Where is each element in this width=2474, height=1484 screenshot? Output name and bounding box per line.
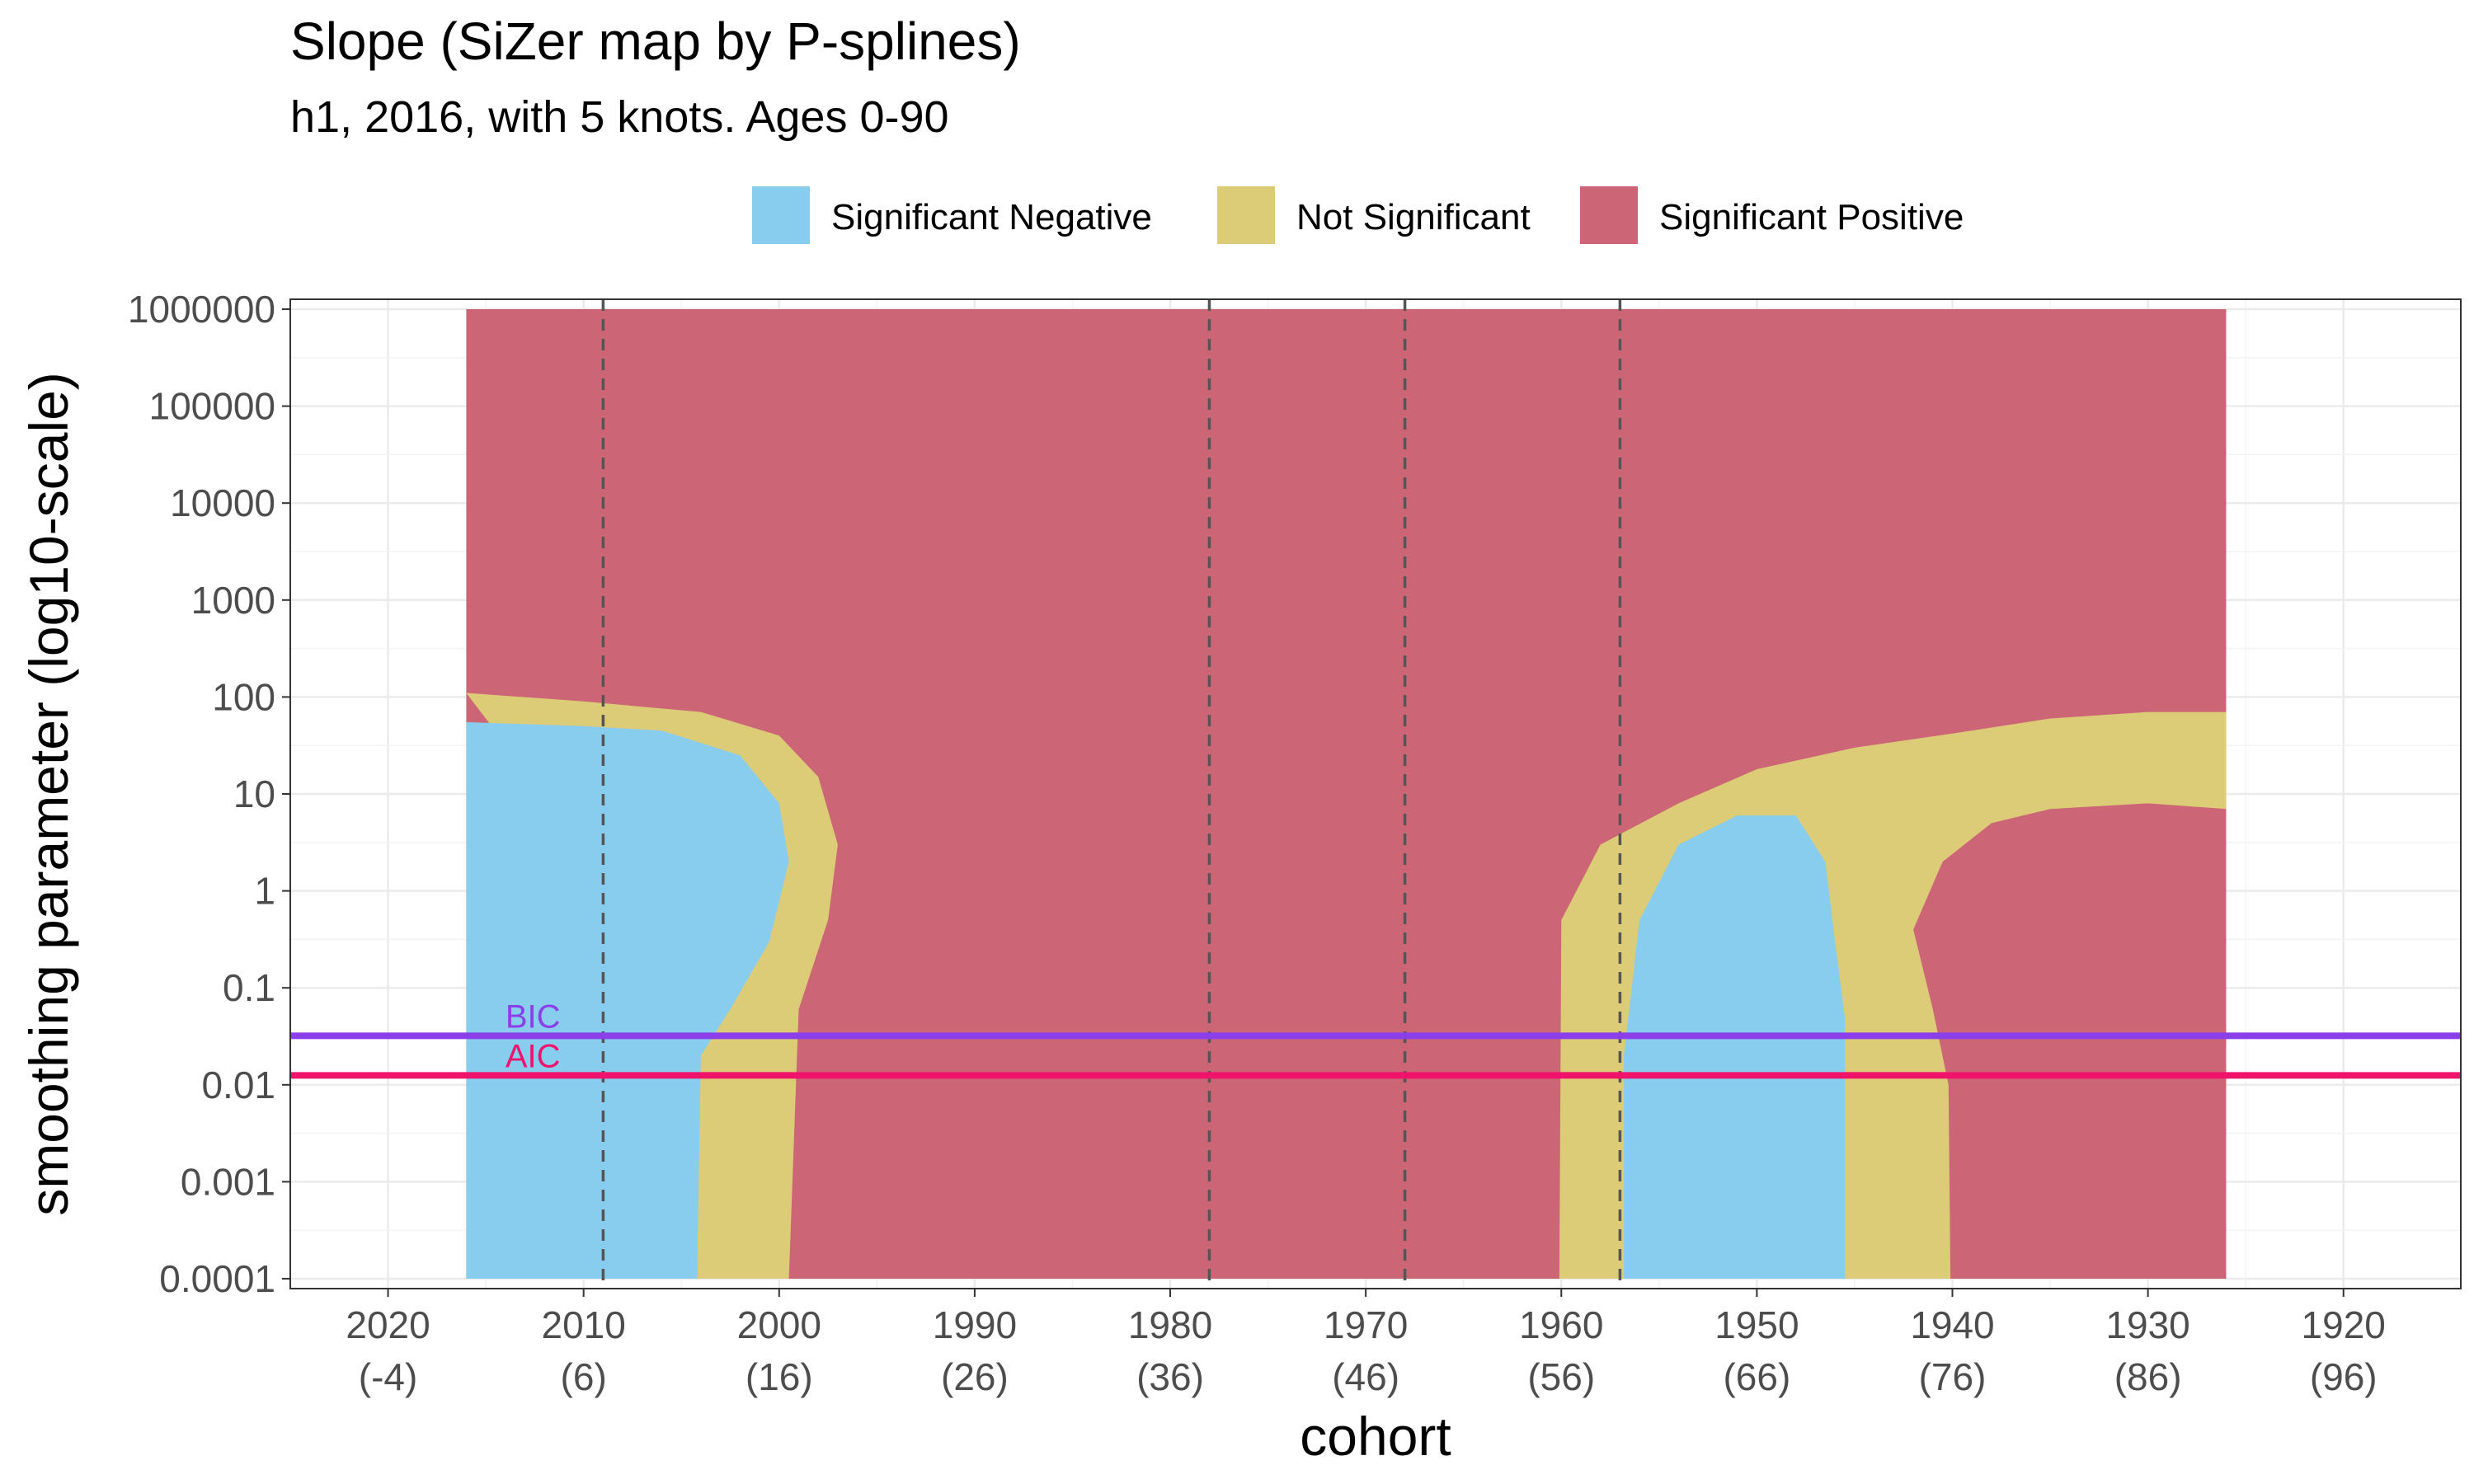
x-tick-label: 1920	[2302, 1303, 2386, 1346]
aic-label: AIC	[506, 1038, 561, 1074]
x-tick-sublabel: (96)	[2310, 1355, 2378, 1398]
x-tick-label: 1960	[1519, 1303, 1603, 1346]
x-tick-sublabel: (26)	[941, 1355, 1009, 1398]
legend: Significant Negative Not Significant Signi…	[752, 186, 1964, 244]
y-axis: 0.0001 0.001 0.01 0.1 1 10 100 1000 10000 100000 1…	[128, 288, 290, 1300]
x-tick-sublabel: (16)	[745, 1355, 813, 1398]
chart-subtitle: h1, 2016, with 5 knots. Ages 0-90	[290, 92, 949, 142]
x-tick-sublabel: (76)	[1919, 1355, 1987, 1398]
x-tick-label: 2000	[737, 1303, 821, 1346]
legend-label: Significant Negative	[831, 197, 1152, 237]
x-tick-sublabel: (-4)	[359, 1355, 418, 1398]
y-tick-label: 0.001	[181, 1160, 275, 1203]
y-tick-label: 1000	[191, 579, 275, 622]
y-tick-label: 10000	[170, 481, 275, 524]
legend-swatch	[1580, 186, 1638, 244]
y-tick-label: 0.1	[223, 966, 275, 1009]
y-tick-label: 1000000	[128, 288, 275, 331]
x-tick-label: 1980	[1128, 1303, 1212, 1346]
chart-title: Slope (SiZer map by P-splines)	[290, 12, 1021, 71]
x-tick-label: 2020	[346, 1303, 430, 1346]
x-tick-label: 2010	[542, 1303, 626, 1346]
region-significant-negative	[1624, 815, 1846, 1279]
x-tick-sublabel: (86)	[2114, 1355, 2182, 1398]
legend-item-pos: Significant Positive	[1580, 186, 1964, 244]
x-axis: 2020 (-4) 2010 (6) 2000 (16) 1990 (26) 1980 (36) 1…	[346, 1289, 2386, 1398]
y-tick-label: 10	[233, 773, 275, 815]
x-tick-label: 1930	[2105, 1303, 2189, 1346]
x-tick-label: 1990	[933, 1303, 1017, 1346]
x-tick-label: 1940	[1910, 1303, 1994, 1346]
legend-item-ns: Not Significant	[1217, 186, 1531, 244]
x-tick-label: 1950	[1714, 1303, 1799, 1346]
region-significant-negative	[466, 721, 789, 1279]
legend-swatch	[752, 186, 810, 244]
x-tick-sublabel: (46)	[1332, 1355, 1399, 1398]
y-tick-label: 100	[212, 675, 275, 718]
legend-swatch	[1217, 186, 1275, 244]
x-tick-sublabel: (56)	[1527, 1355, 1595, 1398]
x-tick-sublabel: (6)	[561, 1355, 607, 1398]
y-tick-label: 100000	[149, 385, 276, 428]
knot-lines	[601, 299, 1622, 1289]
legend-label: Significant Positive	[1659, 197, 1964, 237]
y-tick-label: 0.0001	[159, 1257, 275, 1300]
x-tick-sublabel: (66)	[1723, 1355, 1790, 1398]
legend-item-neg: Significant Negative	[752, 186, 1152, 244]
x-axis-label: cohort	[1300, 1406, 1451, 1467]
x-tick-sublabel: (36)	[1136, 1355, 1204, 1398]
y-tick-label: 0.01	[201, 1064, 275, 1106]
y-axis-label: smoothing parameter (log10-scale)	[18, 372, 79, 1215]
x-tick-label: 1970	[1324, 1303, 1408, 1346]
bic-label: BIC	[506, 998, 561, 1035]
sizer-map	[466, 309, 2227, 1279]
y-tick-label: 1	[254, 870, 275, 913]
legend-label: Not Significant	[1296, 197, 1531, 237]
